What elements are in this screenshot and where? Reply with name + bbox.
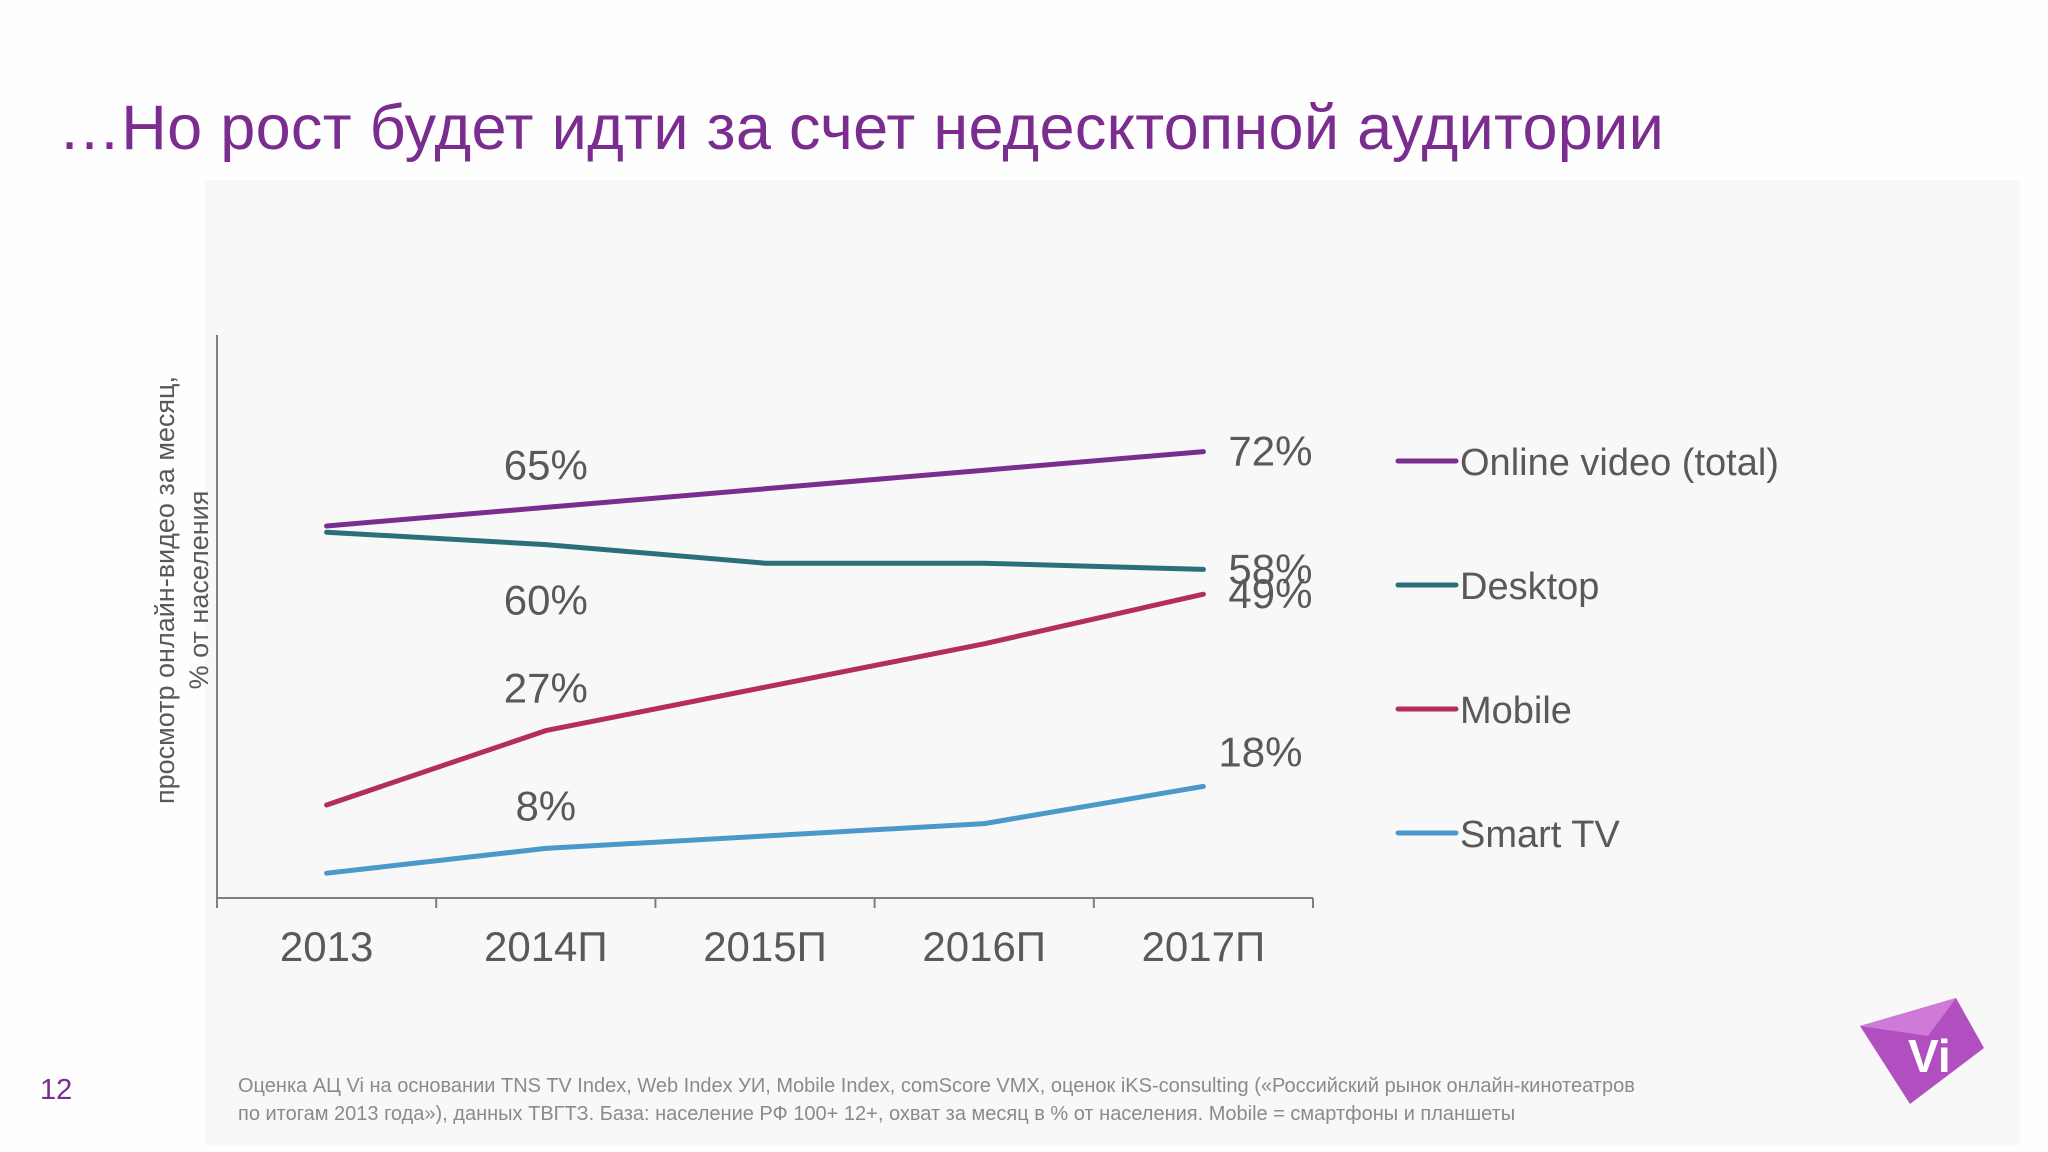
chart-series — [324, 449, 1206, 876]
data-label: 72% — [1228, 428, 1312, 475]
source-footnote: Оценка АЦ Vi на основании TNS TV Index, … — [238, 1072, 1858, 1128]
slide-number: 12 — [40, 1074, 73, 1106]
y-axis-label-line-1: просмотр онлайн-видео за месяц, — [150, 376, 180, 804]
chart-data-labels: 65% 72% 60% 58% 27% 49% 8% 18% — [504, 428, 1313, 830]
series-line-4 — [324, 783, 1206, 876]
series-line-2 — [324, 529, 1206, 572]
data-label: 27% — [504, 665, 588, 712]
page-title: …Но рост будет идти за счет недесктопной… — [58, 93, 1665, 163]
chart-panel — [205, 180, 2020, 1145]
data-label: 65% — [504, 441, 588, 488]
data-label: 60% — [504, 577, 588, 624]
legend-label-3: Mobile — [1460, 690, 1572, 732]
vi-logo-text: Vi — [1908, 1030, 1951, 1082]
legend-label-4: Smart TV — [1460, 814, 1620, 856]
chart-axes — [216, 335, 1314, 908]
y-axis-label-line-2: % от населения — [184, 490, 214, 690]
x-tick-label: 2014П — [484, 923, 608, 970]
x-tick-label: 2015П — [703, 923, 827, 970]
data-label: 49% — [1228, 570, 1312, 617]
data-label: 8% — [515, 782, 576, 829]
legend-label-1: Online video (total) — [1460, 442, 1779, 484]
data-label: 58% — [1228, 545, 1312, 592]
legend-label-2: Desktop — [1460, 566, 1599, 608]
x-tick-labels: 2013 2014П 2015П 2016П 2017П — [280, 923, 1265, 970]
x-tick-label: 2017П — [1142, 923, 1266, 970]
data-label: 18% — [1218, 728, 1302, 775]
y-axis-label: просмотр онлайн-видео за месяц, % от нас… — [148, 330, 216, 850]
footnote-line-1: Оценка АЦ Vi на основании TNS TV Index, … — [238, 1075, 1635, 1097]
vi-logo-highlight — [1860, 998, 1956, 1036]
series-line-3 — [324, 591, 1206, 808]
vi-logo: Vi — [1860, 998, 1984, 1104]
x-tick-label: 2013 — [280, 923, 373, 970]
chart-legend: Online video (total) Desktop Mobile Smart T… — [1395, 442, 1779, 856]
x-tick-label: 2016П — [922, 923, 1046, 970]
footnote-line-2: по итогам 2013 года»), данных ТВГТЗ. Баз… — [238, 1103, 1516, 1125]
series-line-1 — [324, 449, 1206, 529]
